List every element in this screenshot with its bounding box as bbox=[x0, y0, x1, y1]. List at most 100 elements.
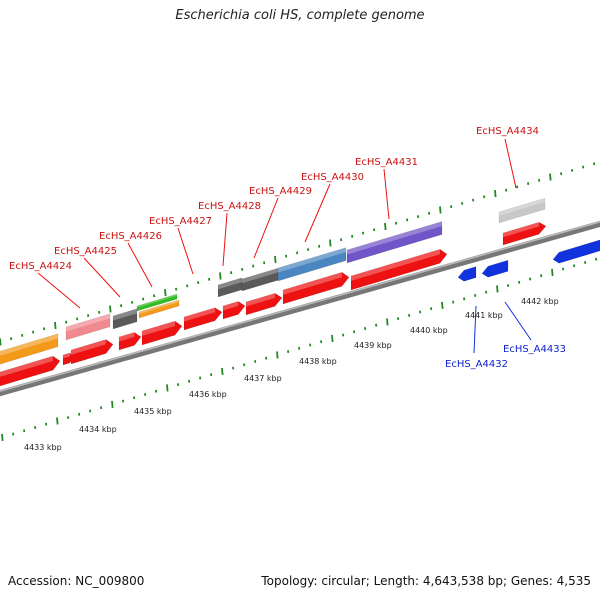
cds-red-3 bbox=[70, 339, 114, 365]
kbp-label: 4434 kbp bbox=[79, 425, 117, 434]
cds-red-7 bbox=[222, 301, 246, 320]
cds-red-5 bbox=[141, 320, 183, 346]
major-tick bbox=[0, 338, 2, 346]
cds-red-5-highlight bbox=[142, 321, 175, 336]
kbp-label: 4437 kbp bbox=[244, 374, 282, 383]
gene-block-darkgray-2-highlight bbox=[218, 277, 242, 290]
gene-block-green-highlight bbox=[137, 294, 177, 308]
gene-label: EcHS_A4424 bbox=[9, 261, 72, 272]
major-tick bbox=[494, 189, 497, 198]
gene-leader-line bbox=[177, 227, 194, 275]
gene-block-purple-highlight bbox=[347, 221, 442, 255]
gene-block-orange-small-highlight bbox=[139, 300, 179, 315]
gene-leader-line bbox=[127, 242, 153, 288]
cds-blue-3-body bbox=[552, 239, 600, 264]
cds-red-6-highlight bbox=[184, 307, 215, 322]
gene-block-darkgray-3-highlight bbox=[242, 268, 278, 284]
major-tick bbox=[439, 206, 442, 214]
cds-red-8-body bbox=[245, 293, 283, 316]
gene-block-purple bbox=[346, 221, 443, 264]
major-tick bbox=[386, 318, 389, 326]
gene-label: EcHS_A4431 bbox=[355, 157, 418, 168]
major-tick bbox=[276, 351, 279, 359]
genome-backbone-line bbox=[0, 220, 600, 397]
gene-label: EcHS_A4432 bbox=[445, 359, 508, 370]
map-title: Escherichia coli HS, complete genome bbox=[175, 8, 425, 23]
major-tick bbox=[496, 285, 499, 293]
gene-block-lightgray-body bbox=[498, 197, 546, 224]
major-tick bbox=[274, 255, 277, 264]
gene-block-orange-highlight bbox=[0, 333, 58, 356]
cds-red-11-body bbox=[502, 221, 547, 246]
gene-block-darkgray-1-highlight bbox=[113, 308, 137, 321]
major-tick bbox=[221, 367, 224, 375]
cds-red-3-highlight bbox=[71, 339, 106, 355]
accession-text: Accession: NC_009800 bbox=[8, 574, 145, 588]
gene-block-orange-small-body bbox=[138, 299, 180, 319]
genome-backbone-highlight bbox=[0, 221, 600, 392]
cds-red-4 bbox=[118, 332, 142, 351]
gene-leader-line bbox=[83, 257, 121, 298]
kbp-label: 4442 kbp bbox=[521, 297, 559, 306]
gene-leader-line bbox=[504, 138, 517, 189]
cds-red-8-highlight bbox=[246, 293, 275, 307]
gene-block-lightgray bbox=[498, 197, 546, 224]
kbp-label: 4438 kbp bbox=[299, 357, 337, 366]
cds-red-9-body bbox=[282, 272, 350, 305]
gene-leader-line bbox=[37, 272, 81, 309]
cds-red-1 bbox=[0, 355, 61, 387]
gene-label: EcHS_A4427 bbox=[149, 216, 212, 227]
gene-block-pink-highlight bbox=[66, 313, 110, 332]
cds-red-8 bbox=[245, 293, 283, 316]
gene-leader-line bbox=[504, 301, 532, 341]
cds-red-11-highlight bbox=[503, 222, 539, 238]
major-tick bbox=[164, 288, 167, 297]
major-tick bbox=[549, 173, 552, 181]
major-tick bbox=[1, 433, 4, 441]
gene-block-steelblue bbox=[277, 247, 347, 282]
major-tick bbox=[111, 400, 114, 408]
gene-block-green-body bbox=[136, 293, 178, 312]
cds-red-10-body bbox=[350, 249, 448, 291]
major-tick bbox=[54, 321, 57, 330]
cds-blue-2-body bbox=[481, 259, 509, 278]
cds-red-7-body bbox=[222, 301, 246, 320]
gene-block-pink bbox=[65, 313, 111, 341]
gene-block-orange-body bbox=[0, 333, 59, 365]
major-tick bbox=[109, 305, 112, 313]
kbp-label: 4440 kbp bbox=[410, 326, 448, 335]
gene-label: EcHS_A4430 bbox=[301, 172, 364, 183]
major-tick bbox=[56, 417, 59, 425]
cds-red-9 bbox=[282, 272, 350, 305]
cds-red-6-body bbox=[183, 307, 223, 331]
gene-block-darkgray-1 bbox=[112, 308, 138, 330]
cds-red-9-highlight bbox=[283, 272, 342, 295]
gene-block-purple-body bbox=[346, 221, 443, 264]
cds-red-5-body bbox=[141, 320, 183, 346]
gene-block-orange-small bbox=[138, 299, 180, 319]
reverse-tick-row bbox=[1, 257, 598, 441]
gene-block-steelblue-highlight bbox=[278, 247, 346, 273]
major-tick bbox=[441, 301, 444, 309]
genome-summary-text: Topology: circular; Length: 4,643,538 bp… bbox=[261, 574, 591, 588]
cds-blue-3 bbox=[552, 239, 600, 264]
cds-red-3-body bbox=[70, 339, 114, 365]
gene-leader-line bbox=[253, 197, 279, 259]
kbp-label: 4439 kbp bbox=[354, 341, 392, 350]
cds-red-11 bbox=[502, 221, 547, 246]
gene-label: EcHS_A4433 bbox=[503, 344, 566, 355]
gene-leader-line bbox=[383, 168, 390, 220]
gene-block-darkgray-2 bbox=[217, 277, 243, 298]
cds-red-2-highlight bbox=[63, 352, 70, 359]
gene-block-lightgray-highlight bbox=[499, 198, 545, 216]
kbp-label: 4436 kbp bbox=[189, 390, 227, 399]
kbp-label: 4441 kbp bbox=[465, 311, 503, 320]
cds-blue-1 bbox=[457, 266, 477, 282]
gene-label: EcHS_A4428 bbox=[198, 201, 261, 212]
cds-red-4-body bbox=[118, 332, 142, 351]
cds-red-6 bbox=[183, 307, 223, 331]
gene-leader-line bbox=[222, 212, 228, 267]
major-tick bbox=[219, 272, 222, 280]
gene-block-pink-body bbox=[65, 313, 111, 341]
